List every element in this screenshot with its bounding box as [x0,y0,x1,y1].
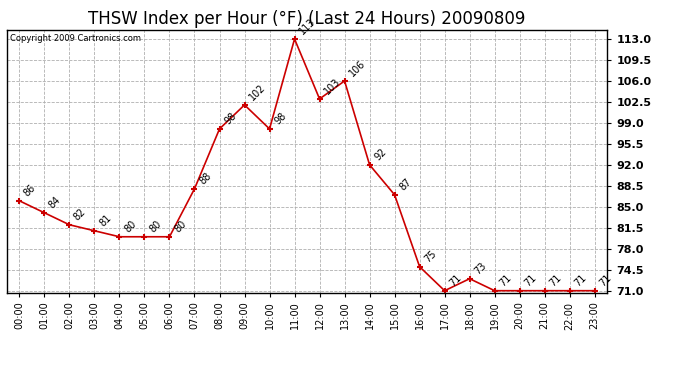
Text: 86: 86 [22,182,38,198]
Text: 98: 98 [273,110,288,126]
Text: 71: 71 [447,272,463,288]
Text: 73: 73 [473,260,489,276]
Text: 80: 80 [172,218,188,234]
Text: 84: 84 [47,194,63,210]
Text: 113: 113 [297,16,317,36]
Text: 82: 82 [72,206,88,222]
Text: 71: 71 [573,272,589,288]
Text: 80: 80 [122,218,138,234]
Text: 87: 87 [397,176,413,192]
Text: 80: 80 [147,218,163,234]
Text: 103: 103 [322,76,342,96]
Text: 88: 88 [197,170,213,186]
Text: 71: 71 [547,272,563,288]
Text: 102: 102 [247,82,268,102]
Text: 98: 98 [222,110,238,126]
Text: 81: 81 [97,212,113,228]
Text: 106: 106 [347,58,367,78]
Text: 75: 75 [422,248,438,264]
Text: 71: 71 [598,272,613,288]
Title: THSW Index per Hour (°F) (Last 24 Hours) 20090809: THSW Index per Hour (°F) (Last 24 Hours)… [88,10,526,28]
Text: 71: 71 [522,272,538,288]
Text: 92: 92 [373,146,388,162]
Text: Copyright 2009 Cartronics.com: Copyright 2009 Cartronics.com [10,34,141,43]
Text: 71: 71 [497,272,513,288]
